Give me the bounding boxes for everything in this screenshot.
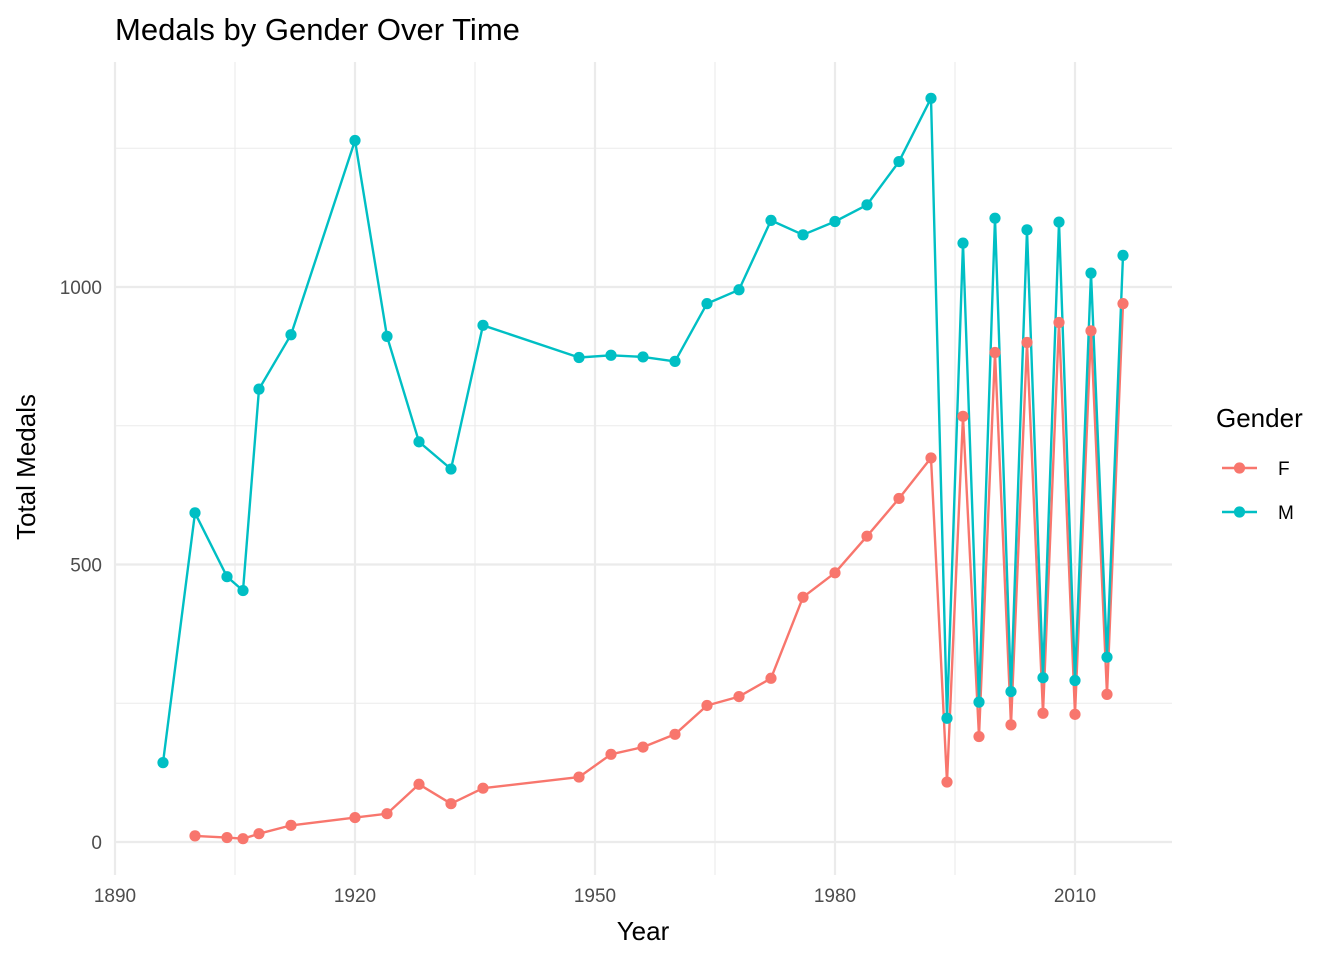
data-point-F	[253, 828, 265, 840]
x-axis-title: Year	[617, 916, 670, 946]
data-point-M	[349, 134, 361, 147]
x-tick-label: 2010	[1054, 886, 1096, 907]
y-tick-label: 0	[91, 833, 102, 854]
data-point-M	[445, 463, 457, 475]
data-point-F	[189, 830, 201, 842]
chart-title: Medals by Gender Over Time	[115, 12, 520, 47]
data-point-M	[733, 284, 745, 296]
data-point-F	[893, 492, 905, 505]
data-point-F	[669, 728, 681, 740]
data-point-M	[1117, 249, 1129, 261]
data-point-M	[189, 507, 201, 519]
data-point-M	[1085, 267, 1097, 279]
data-point-F	[733, 690, 745, 703]
series-line-F	[194, 303, 1125, 840]
data-point-M	[989, 212, 1001, 224]
x-tick-label: 1980	[814, 886, 856, 907]
legend-key-point-M	[1233, 506, 1246, 518]
data-point-M	[1021, 224, 1033, 236]
data-point-M	[1101, 651, 1113, 663]
data-point-F	[1037, 707, 1049, 719]
legend-label-F: F	[1278, 459, 1290, 480]
data-point-M	[1005, 685, 1017, 698]
data-point-M	[413, 436, 425, 448]
data-point-F	[237, 833, 249, 845]
data-point-M	[637, 351, 649, 363]
data-point-M	[221, 571, 233, 583]
data-point-F	[1101, 688, 1113, 700]
data-point-F	[573, 771, 585, 783]
data-point-M	[973, 696, 985, 708]
legend-items: FM	[1222, 459, 1294, 524]
data-point-M	[1037, 672, 1049, 684]
data-point-M	[957, 237, 969, 249]
data-point-F	[637, 741, 649, 753]
data-point-M	[605, 349, 617, 361]
data-point-F	[765, 672, 777, 684]
data-point-F	[445, 798, 457, 810]
data-point-F	[1117, 298, 1129, 310]
y-tick-label: 500	[70, 556, 102, 577]
data-point-F	[605, 748, 617, 760]
data-point-M	[477, 319, 489, 331]
data-point-F	[221, 831, 233, 844]
data-point-M	[893, 155, 905, 168]
y-axis-ticks: 0 500 1000	[60, 278, 102, 854]
series-line-M	[161, 97, 1125, 763]
legend: Gender FM	[1216, 403, 1303, 524]
legend-title: Gender	[1216, 403, 1303, 433]
data-point-F	[797, 591, 809, 603]
data-point-F	[1085, 325, 1097, 337]
grid-major	[113, 62, 1172, 875]
data-point-M	[381, 330, 393, 342]
y-tick-label: 1000	[60, 278, 102, 299]
data-point-M	[285, 329, 297, 341]
data-point-M	[941, 712, 953, 724]
data-point-F	[1005, 719, 1017, 731]
data-point-F	[957, 410, 969, 422]
data-point-F	[989, 346, 1001, 359]
data-point-M	[797, 229, 809, 241]
data-point-M	[237, 584, 249, 597]
data-point-M	[861, 199, 873, 211]
data-point-F	[1069, 708, 1081, 720]
data-point-M	[829, 215, 841, 228]
data-point-F	[973, 730, 985, 743]
data-point-F	[349, 811, 361, 824]
data-point-M	[765, 214, 777, 226]
legend-label-M: M	[1278, 503, 1294, 524]
data-point-M	[253, 383, 265, 395]
x-tick-label: 1950	[574, 886, 616, 907]
data-point-F	[413, 778, 425, 790]
data-point-F	[829, 567, 841, 579]
data-point-F	[701, 699, 713, 712]
data-point-F	[381, 808, 393, 820]
data-point-F	[861, 530, 873, 542]
data-point-F	[285, 819, 297, 831]
data-point-M	[669, 355, 681, 367]
x-axis-ticks: 1890 1920 1950 1980 2010	[94, 886, 1096, 907]
data-point-F	[925, 452, 937, 464]
data-point-M	[1053, 216, 1065, 228]
data-point-M	[573, 351, 585, 364]
data-point-M	[1069, 674, 1081, 687]
grid-minor	[115, 62, 1172, 875]
x-tick-label: 1920	[334, 886, 376, 907]
series-layer	[157, 92, 1129, 845]
y-axis-title: Total Medals	[11, 394, 41, 540]
legend-key-point-F	[1233, 462, 1246, 474]
data-point-M	[701, 298, 713, 310]
x-tick-label: 1890	[94, 886, 136, 907]
data-point-M	[925, 92, 937, 104]
data-point-F	[1053, 316, 1065, 329]
data-point-F	[1021, 336, 1033, 349]
data-point-F	[941, 776, 953, 788]
data-point-F	[477, 782, 489, 794]
data-point-M	[157, 757, 169, 769]
